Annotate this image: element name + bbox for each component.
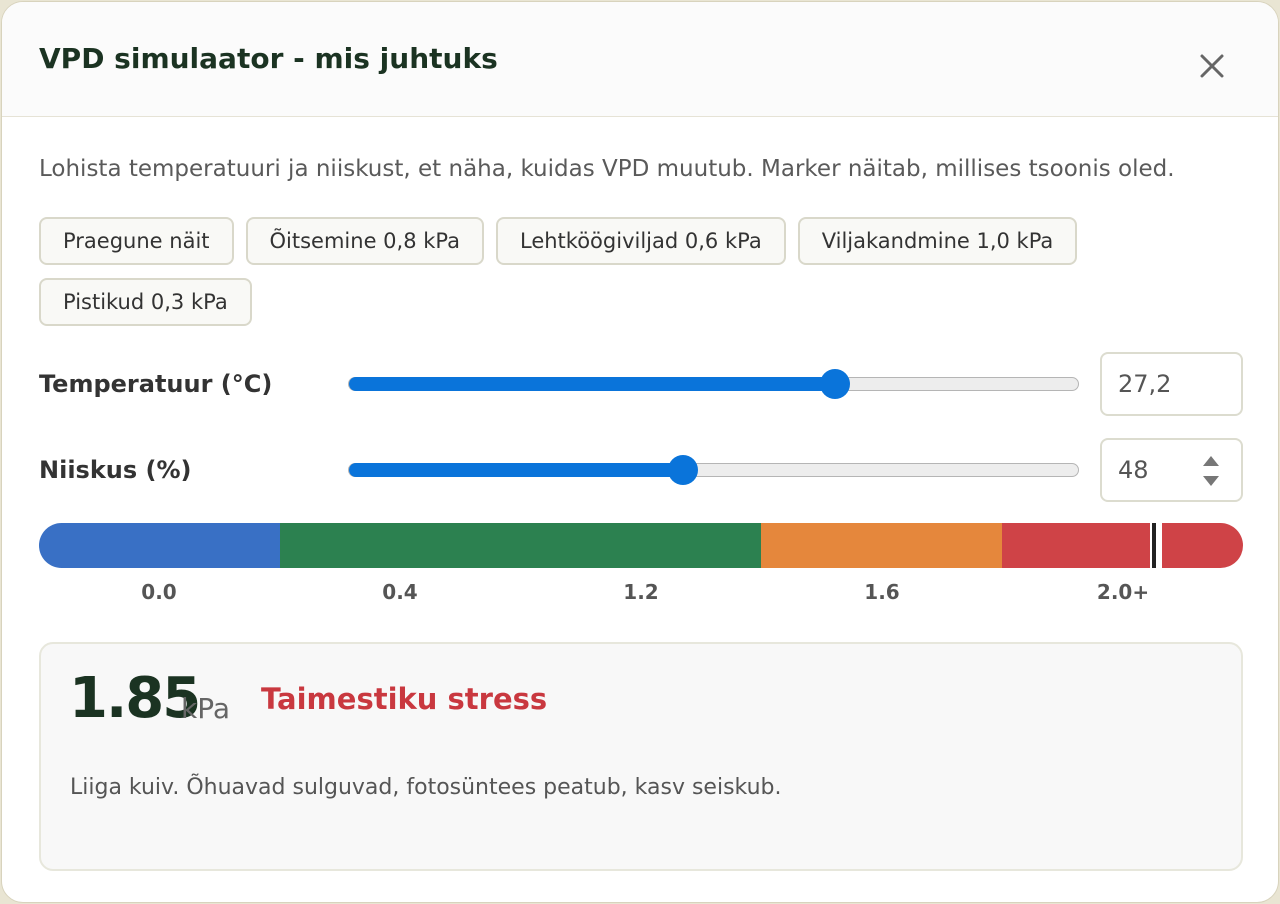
scale-label: 2.0+ [1096,580,1150,604]
control-label: Temperatuur (°C) [39,370,273,398]
close-button[interactable] [1192,46,1232,86]
scale-label: 0.4 [382,580,418,604]
preset-button[interactable]: Õitsemine 0,8 kPa [245,217,484,265]
slider-fill [349,377,835,391]
slider-thumb[interactable] [820,369,850,399]
spinner[interactable] [1201,452,1221,490]
vpd-value: 1.85 [69,666,201,731]
preset-button[interactable]: Pistikud 0,3 kPa [39,278,252,326]
modal-title: VPD simulaator - mis juhtuks [39,42,498,75]
number-input[interactable]: 48 [1100,438,1243,502]
vpd-unit: kPa [181,692,230,725]
modal-header: VPD simulaator - mis juhtuks [2,2,1278,117]
zone [39,523,280,568]
vpd-scale-bar [39,523,1243,568]
number-input[interactable]: 27,2 [1100,352,1243,416]
zone [280,523,761,568]
slider-thumb[interactable] [668,455,698,485]
scale-label: 1.6 [864,580,900,604]
control-label: Niiskus (%) [39,456,192,484]
description: Lohista temperatuuri ja niiskust, et näh… [39,156,1175,182]
scale-label: 1.2 [623,580,659,604]
marker-line [1152,523,1156,568]
preset-button[interactable]: Viljakandmine 1,0 kPa [797,217,1078,265]
slider[interactable] [348,455,1079,485]
result-card: 1.85 kPa Taimestiku stress Liiga kuiv. Õ… [39,642,1243,871]
preset-list: Praegune näit Õitsemine 0,8 kPa Lehtköögiv… [39,217,1139,326]
slider-fill [349,463,683,477]
input-value: 27,2 [1118,370,1172,398]
zone [1002,523,1243,568]
zone [761,523,1002,568]
scale-label: 0.0 [141,580,177,604]
slider[interactable] [348,369,1079,399]
vpd-status: Taimestiku stress [261,682,548,716]
vpd-message: Liiga kuiv. Õhuavad sulguvad, fotosüntee… [70,775,782,800]
preset-button[interactable]: Praegune näit [39,217,234,265]
input-value: 48 [1118,456,1149,484]
preset-button[interactable]: Lehtköögiviljad 0,6 kPa [496,217,786,265]
vpd-marker [1150,523,1162,568]
